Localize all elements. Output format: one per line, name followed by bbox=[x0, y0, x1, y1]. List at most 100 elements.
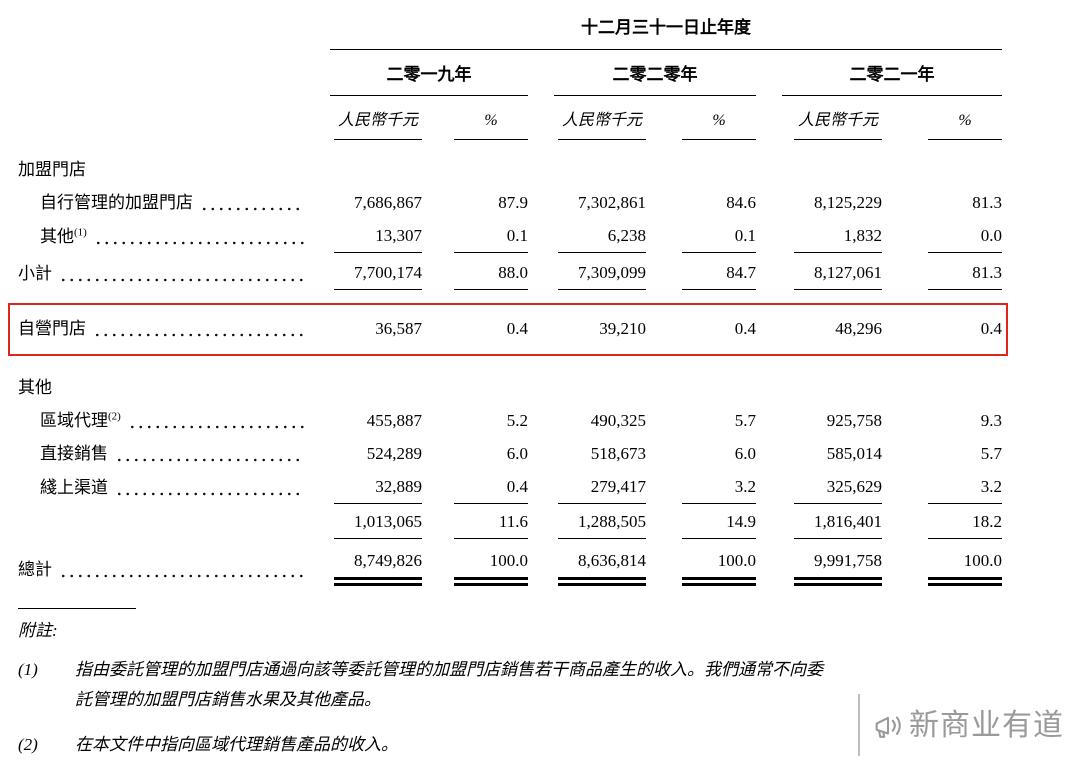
period-title-cell: 十二月三十一日止年度 bbox=[330, 16, 1002, 50]
amount-value-cell: 490,325 bbox=[528, 409, 646, 437]
pct-value: 100.0 bbox=[682, 549, 756, 586]
pct-value-cell: 0.4 bbox=[422, 475, 528, 504]
amount-value-cell bbox=[756, 376, 882, 404]
pct-value-cell: 84.7 bbox=[646, 261, 756, 290]
amount-value: 585,014 bbox=[826, 444, 882, 463]
footnote-item-1: (1) 指由委託管理的加盟門店通過向該等委託管理的加盟門店銷售若干商品產生的收入… bbox=[18, 655, 1048, 715]
percent-header: % bbox=[682, 109, 756, 140]
amount-value-cell: 32,889 bbox=[330, 475, 422, 504]
amount-value-cell: 8,749,826 bbox=[330, 549, 422, 586]
row-label-cell: 直接銷售 bbox=[18, 442, 330, 470]
pct-value-cell: 81.3 bbox=[882, 261, 1002, 290]
amount-value-cell bbox=[330, 376, 422, 404]
table-row: 區域代理(2) 455,887 5.2 490,325 5.7 925,758 9.3 bbox=[18, 409, 1002, 437]
row-label: 直接銷售 bbox=[40, 444, 108, 463]
percent-header: % bbox=[454, 109, 528, 140]
amount-value-cell: 1,013,065 bbox=[330, 510, 422, 539]
table-body: 加盟門店 自行管理的加盟門店 7,686,867 87.9 7,302,861 84.6 8… bbox=[8, 158, 1080, 586]
pct-value-cell: 5.7 bbox=[882, 442, 1002, 470]
amount-value: 9,991,758 bbox=[794, 549, 882, 586]
percent-header-cell: % bbox=[646, 109, 756, 140]
section-row: 其他 bbox=[18, 376, 1002, 404]
pct-value: 100.0 bbox=[928, 549, 1002, 586]
pct-value: 5.2 bbox=[506, 411, 528, 430]
amount-value: 1,013,065 bbox=[334, 510, 422, 539]
period-header-row: 十二月三十一日止年度 bbox=[18, 16, 1002, 50]
pct-value-cell: 88.0 bbox=[422, 261, 528, 290]
pct-value-cell: 0.4 bbox=[646, 317, 756, 345]
footnotes-heading: 附註: bbox=[18, 621, 58, 640]
amount-value-cell: 925,758 bbox=[756, 409, 882, 437]
table-row: 直接銷售 524,289 6.0 518,673 6.0 585,014 5.7 bbox=[18, 442, 1002, 470]
pct-value-cell bbox=[422, 376, 528, 404]
amount-value: 7,700,174 bbox=[334, 261, 422, 290]
pct-value-cell: 84.6 bbox=[646, 191, 756, 219]
pct-value-cell: 0.4 bbox=[882, 317, 1002, 345]
amount-value: 8,127,061 bbox=[794, 261, 882, 290]
amount-value: 7,686,867 bbox=[354, 193, 422, 212]
pct-value: 88.0 bbox=[454, 261, 528, 290]
amount-value-cell: 7,700,174 bbox=[330, 261, 422, 290]
pct-value: 0.0 bbox=[928, 224, 1002, 253]
pct-value-cell bbox=[646, 376, 756, 404]
footnote-marker: (2) bbox=[18, 735, 38, 754]
amount-value: 279,417 bbox=[558, 475, 646, 504]
dot-leaders bbox=[115, 458, 304, 462]
amount-value-cell: 13,307 bbox=[330, 224, 422, 253]
amount-value-cell bbox=[528, 376, 646, 404]
pct-value-cell bbox=[646, 158, 756, 186]
row-label-cell: 加盟門店 bbox=[18, 158, 330, 186]
pct-value-cell: 6.0 bbox=[646, 442, 756, 470]
pct-value-cell: 0.0 bbox=[882, 224, 1002, 253]
table-row: 自行管理的加盟門店 7,686,867 87.9 7,302,861 84.6 8,125… bbox=[18, 191, 1002, 219]
section-row: 加盟門店 bbox=[18, 158, 1002, 186]
percent-header-cell: % bbox=[882, 109, 1002, 140]
pct-value: 0.1 bbox=[454, 224, 528, 253]
amount-value-cell: 8,125,229 bbox=[756, 191, 882, 219]
amount-value-cell: 325,629 bbox=[756, 475, 882, 504]
year-group-2021: 二零二一年 bbox=[782, 63, 1002, 96]
row-label: 綫上渠道 bbox=[40, 478, 108, 497]
spacer-cell bbox=[18, 109, 330, 140]
footnote-ref: (2) bbox=[108, 410, 121, 423]
amount-value: 48,296 bbox=[835, 319, 882, 338]
amount-value: 524,289 bbox=[366, 444, 422, 463]
row-label-cell: 總計 bbox=[18, 549, 330, 586]
unit-header: 人民幣千元 bbox=[334, 109, 422, 140]
amount-value-cell: 279,417 bbox=[528, 475, 646, 504]
amount-value: 490,325 bbox=[590, 411, 646, 430]
amount-value: 13,307 bbox=[334, 224, 422, 253]
spacer-cell bbox=[18, 63, 330, 96]
pct-value-cell: 0.1 bbox=[646, 224, 756, 253]
pct-value: 6.0 bbox=[506, 444, 528, 463]
unit-header: 人民幣千元 bbox=[558, 109, 646, 140]
amount-value: 39,210 bbox=[599, 319, 646, 338]
amount-value-cell bbox=[330, 158, 422, 186]
amount-value: 1,832 bbox=[794, 224, 882, 253]
amount-value-cell: 1,288,505 bbox=[528, 510, 646, 539]
amount-value-cell: 8,127,061 bbox=[756, 261, 882, 290]
pct-value: 81.3 bbox=[928, 261, 1002, 290]
table-row: 1,013,065 11.6 1,288,505 14.9 1,816,401 18.2 bbox=[18, 510, 1002, 539]
year-group-2020: 二零二零年 bbox=[554, 63, 756, 96]
amount-value-cell: 585,014 bbox=[756, 442, 882, 470]
row-label: 自行管理的加盟門店 bbox=[40, 193, 193, 212]
pct-value: 9.3 bbox=[980, 411, 1002, 430]
unit-header-row: 人民幣千元 % 人民幣千元 % 人民幣千元 % bbox=[18, 109, 1002, 140]
dot-leaders bbox=[59, 574, 304, 578]
pct-value: 3.2 bbox=[928, 475, 1002, 504]
amount-value-cell: 7,302,861 bbox=[528, 191, 646, 219]
amount-value-cell: 7,686,867 bbox=[330, 191, 422, 219]
amount-value-cell: 8,636,814 bbox=[528, 549, 646, 586]
row-label: 總計 bbox=[18, 560, 52, 579]
amount-value-cell: 9,991,758 bbox=[756, 549, 882, 586]
amount-value: 36,587 bbox=[375, 319, 422, 338]
footnote-text: 在本文件中指向區域代理銷售產品的收入。 bbox=[75, 735, 398, 754]
amount-value: 32,889 bbox=[334, 475, 422, 504]
percent-header-cell: % bbox=[422, 109, 528, 140]
dot-leaders bbox=[59, 278, 304, 282]
amount-value: 325,629 bbox=[794, 475, 882, 504]
amount-value-cell: 1,816,401 bbox=[756, 510, 882, 539]
amount-value: 6,238 bbox=[558, 224, 646, 253]
year-label: 二零一九年 bbox=[386, 65, 472, 84]
